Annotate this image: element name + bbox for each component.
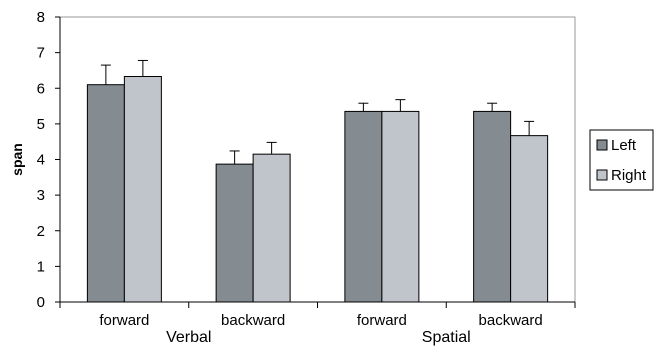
legend-label-right: Right [611,167,647,184]
y-tick-label: 3 [37,187,45,204]
legend: Left Right [589,129,654,191]
bar-right [252,153,291,303]
bar-right [123,75,162,303]
x-group-label: Spatial [422,329,471,346]
y-tick-label: 6 [37,80,45,97]
y-tick-label: 1 [37,258,45,275]
bar-left [215,163,254,303]
bar-right [381,110,420,303]
y-tick-label: 0 [37,294,45,311]
x-category-label: backward [479,312,543,329]
y-tick-label: 8 [37,9,45,26]
bars [86,59,549,303]
y-tick-label: 5 [37,116,45,133]
legend-swatch-left [596,139,608,151]
y-tick-label: 4 [37,152,45,169]
bar-right [510,135,549,303]
x-axis: forward backward forward backward Verbal Spat… [59,301,576,346]
x-group-label: Verbal [166,329,211,346]
x-category-label: forward [357,312,407,329]
y-axis-title: span [9,143,25,176]
bar-left [86,84,125,303]
legend-label-left: Left [611,137,637,154]
y-tick-label: 7 [37,45,45,62]
legend-swatch-right [596,169,608,181]
bar-left [473,110,512,303]
x-category-label: forward [99,312,149,329]
y-axis: 0 1 2 3 4 5 6 7 8 [37,9,61,311]
x-category-label: backward [221,312,285,329]
y-tick-label: 2 [37,223,45,240]
bar-left [344,110,383,303]
